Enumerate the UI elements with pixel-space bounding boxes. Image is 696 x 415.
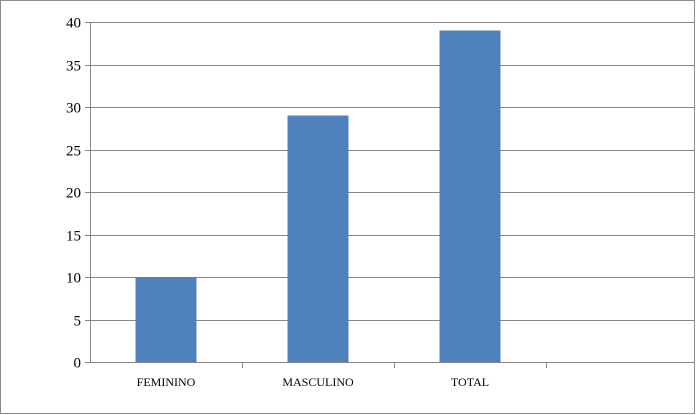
tick-labels: 0 5 10 15 20 25 30 35 40 FEMININO MASCULINO TOTAL <box>66 16 489 390</box>
bar-total <box>439 30 501 362</box>
bars <box>135 30 501 362</box>
bar-feminino <box>135 277 197 362</box>
y-tick-label-35: 35 <box>66 59 81 75</box>
y-tick-label-0: 0 <box>74 356 82 372</box>
y-tick-label-25: 25 <box>66 144 81 160</box>
y-tick-label-5: 5 <box>74 314 82 330</box>
x-tick-label-masculino: MASCULINO <box>282 375 354 389</box>
bar-masculino <box>287 115 349 362</box>
y-tick-label-10: 10 <box>66 271 81 287</box>
axes <box>85 22 695 368</box>
y-tick-label-40: 40 <box>66 16 81 32</box>
gridlines <box>90 22 695 321</box>
y-tick-label-15: 15 <box>66 229 81 245</box>
x-tick-label-feminino: FEMININO <box>137 375 196 389</box>
y-tick-label-30: 30 <box>66 101 81 117</box>
x-tick-label-total: TOTAL <box>451 375 489 389</box>
y-tick-label-20: 20 <box>66 186 81 202</box>
